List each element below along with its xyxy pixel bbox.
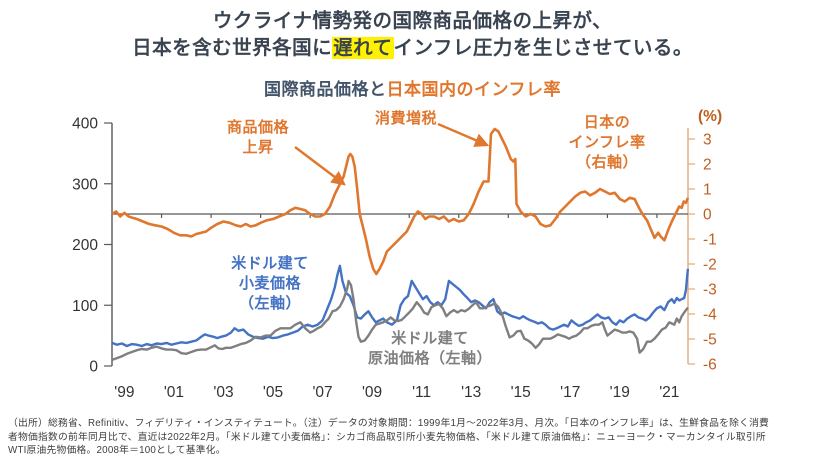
right-axis-tick-label: 1 [703, 182, 712, 199]
page-title: ウクライナ情勢発の国際商品価格の上昇が、 日本を含む世界各国に遅れてインフレ圧力… [0, 8, 825, 62]
x-axis-year-label: '03 [213, 384, 233, 401]
right-axis-tick-label: -6 [703, 357, 717, 374]
oil-price-line [111, 279, 689, 362]
oil-label-line2: 原油価格（左軸） [367, 350, 492, 367]
right-axis-tick-label: -3 [703, 282, 717, 299]
x-axis-year-label: '05 [263, 384, 283, 401]
right-axis: 3 2 1 0 -1 -2 -3 -4 -5 -6 (%) [687, 108, 722, 374]
wheat-label-line3: （左軸） [238, 295, 301, 312]
right-axis-unit-label: (%) [698, 108, 722, 125]
right-axis-tick-label: -2 [703, 257, 717, 274]
right-axis-tick-label: 2 [703, 157, 712, 174]
source-note: （出所）総務省、Refinitiv、フィデリティ・インスティテュート。（注）デー… [8, 417, 820, 458]
inflation-label-line3: （右軸） [575, 154, 638, 171]
x-axis-year-label: '07 [312, 384, 332, 401]
commodity-rise-label-line1: 商品価格 [226, 119, 289, 136]
x-axis-year-label: '15 [511, 384, 531, 401]
chart-title-right: 日本国内のインフレ率 [386, 80, 561, 99]
commodity-rise-arrow [294, 146, 346, 186]
commodity-rise-label: 商品価格 上昇 [208, 118, 308, 158]
left-axis-tick-label: 0 [89, 359, 98, 376]
oil-label-line1: 米ドル建て [391, 330, 469, 347]
wheat-label-line1: 米ドル建て [231, 255, 309, 272]
title-highlight: 遅れて [332, 37, 394, 59]
x-axis-zero-line [112, 213, 688, 218]
title-line2-pre: 日本を含む世界各国に [132, 37, 333, 59]
inflation-series-label: 日本の インフレ率 （右軸） [544, 113, 670, 173]
right-axis-tick-label: -1 [703, 232, 717, 249]
inflation-label-line2: インフレ率 [568, 134, 646, 151]
x-axis-year-label: '19 [610, 384, 630, 401]
left-axis: 400 300 200 100 0 [72, 116, 113, 376]
x-axis-year-label: '21 [659, 384, 679, 401]
commodity-rise-label-line2: 上昇 [242, 139, 274, 156]
x-axis-year-label: '17 [560, 384, 580, 401]
wheat-label-line2: 小麦価格 [238, 275, 301, 292]
tax-hike-label-text: 消費増税 [374, 110, 437, 127]
source-note-line2: 者物価指数の前年同月比で、直近は2022年2月。「米ドル建て小麦価格」：シカゴ商… [8, 431, 766, 443]
right-axis-tick-label: -5 [703, 332, 717, 349]
wheat-series-label: 米ドル建て 小麦価格 （左軸） [213, 254, 327, 314]
left-axis-tick-label: 300 [72, 176, 98, 193]
tax-hike-arrow [437, 122, 490, 147]
right-axis-tick-label: 0 [703, 207, 712, 224]
left-axis-tick-label: 100 [72, 298, 98, 315]
title-line-1: ウクライナ情勢発の国際商品価格の上昇が、 [212, 10, 613, 32]
right-axis-tick-label: -4 [703, 307, 717, 324]
right-axis-tick-label: 3 [703, 132, 712, 149]
left-axis-tick-label: 400 [72, 116, 98, 133]
left-axis-tick-label: 200 [72, 237, 98, 254]
inflation-line [111, 127, 690, 276]
x-axis-year-label: '09 [362, 384, 382, 401]
x-axis-labels: '99 '01 '03 '05 '07 '09 '11 '13 '15 '17 '19 '21 [114, 384, 679, 401]
inflation-label-line1: 日本の [583, 114, 631, 131]
title-line2-post: インフレ圧力を生じさせている。 [393, 37, 693, 59]
wheat-price-line [111, 264, 690, 348]
chart-title-left: 国際商品価格と [264, 80, 387, 99]
chart-title: 国際商品価格と日本国内のインフレ率 [0, 75, 825, 100]
x-axis-year-label: '01 [164, 384, 184, 401]
chart-svg: 400 300 200 100 0 3 2 1 0 -1 -2 -3 -4 -5 -6 (%) '99 '01… [72, 108, 722, 401]
tax-hike-label: 消費増税 [356, 109, 456, 129]
source-note-line1: （出所）総務省、Refinitiv、フィデリティ・インスティテュート。（注）デー… [8, 418, 770, 429]
x-axis-year-label: '99 [114, 384, 134, 401]
x-axis-year-label: '11 [412, 384, 431, 401]
source-note-line3: WTI原油先物価格。2008年＝100として基準化。 [8, 445, 226, 456]
chart-area: 400 300 200 100 0 3 2 1 0 -1 -2 -3 -4 -5 -6 (%) '99 '01… [0, 100, 825, 415]
title-line-2: 日本を含む世界各国に遅れてインフレ圧力を生じさせている。 [0, 35, 825, 62]
x-axis-year-label: '13 [461, 384, 481, 401]
oil-series-label: 米ドル建て 原油価格（左軸） [337, 329, 523, 369]
